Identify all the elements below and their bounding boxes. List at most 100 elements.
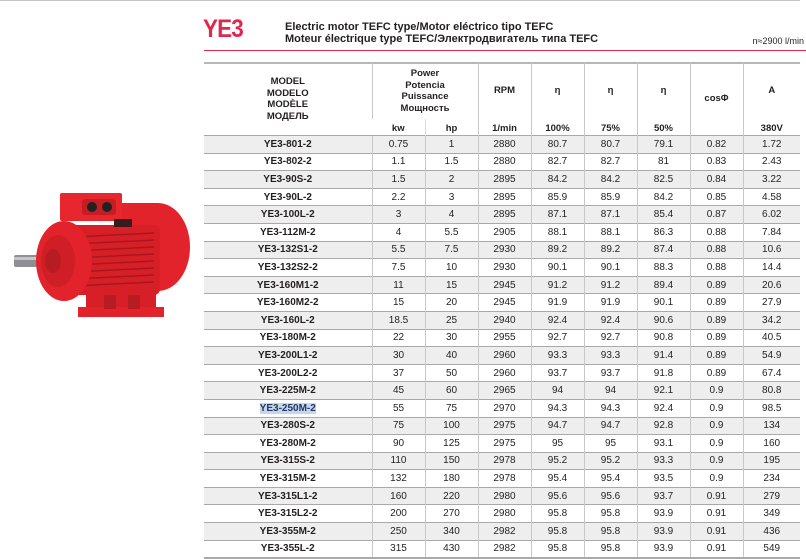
cell-eff-100: 95.6 [530,486,584,505]
top-divider [0,0,800,1]
power-label-es: Potencia [405,79,445,91]
table-body: YE3-801-2 0.75 1 2880 80.7 80.7 79.1 0.82 1.72 YE… [204,135,800,559]
unit-eff-75: 75% [583,119,637,136]
cell-cosphi: 0.9 [689,416,743,435]
cell-model: YE3-801-2 [204,135,372,154]
cell-eff-50: 91.4 [636,346,690,365]
cell-eff-50: 88.3 [636,258,690,277]
unit-eff-100: 100% [530,119,584,136]
table-row: YE3-180M-2 22 30 2955 92.7 92.7 90.8 0.89 40.5 [204,328,800,347]
table-row: YE3-280S-2 75 100 2975 94.7 94.7 92.8 0.9 134 [204,416,800,435]
unit-kw: kw [391,122,405,134]
cell-eff-50: 90.8 [636,328,690,347]
cell-eff-50: 86.3 [636,222,690,242]
cell-rpm: 2980 [477,504,531,523]
table-row: YE3-200L1-2 30 40 2960 93.3 93.3 91.4 0.89 54.9 [204,346,800,365]
cell-model: YE3-315L1-2 [204,486,372,505]
cell-eff-100: 91.2 [530,275,584,294]
table-row: YE3-160M2-2 15 20 2945 91.9 91.9 90.1 0.89 27.9 [204,293,800,312]
cell-model: YE3-160M1-2 [204,275,372,294]
cell-eff-100: 80.7 [530,135,584,154]
cell-model: YE3-112M-2 [204,222,372,242]
cell-eff-100: 90.1 [530,258,584,277]
cell-eff-100: 94.3 [530,398,584,417]
cell-eff-100: 89.2 [530,240,584,259]
cell-current: 4.58 [742,187,800,206]
cell-rpm: 2970 [477,398,531,417]
cell-cosphi: 0.9 [689,434,743,453]
cell-eff-75: 95.4 [583,469,637,488]
table-row: YE3-90S-2 1.5 2 2895 84.2 84.2 82.5 0.84 3.22 [204,170,800,189]
cell-cosphi: 0.88 [689,258,743,277]
motor-spec-table: MODEL MODELO MODÈLE МОДЕЛЬ Power Potenci… [204,63,800,559]
unit-rpm: 1/min [477,119,531,136]
cell-cosphi: 0.87 [689,205,743,224]
cell-rpm: 2965 [477,381,531,400]
cell-rpm: 2930 [477,258,531,277]
table-row: YE3-132S1-2 5.5 7.5 2930 89.2 89.2 87.4 0.88 10.… [204,240,800,259]
cell-model: YE3-225M-2 [204,381,372,400]
cell-eff-75: 91.9 [583,293,637,312]
cell-current: 234 [742,469,800,488]
cell-model: YE3-132S1-2 [204,240,372,259]
cell-kw: 15 [371,293,425,312]
cell-current: 7.84 [742,222,800,242]
cell-eff-75: 88.1 [583,222,637,242]
cell-eff-100: 95.8 [530,539,584,559]
selected-text[interactable]: YE3-250M-2 [259,402,316,414]
cell-rpm: 2930 [477,240,531,259]
cell-current: 6.02 [742,205,800,224]
cell-model: YE3-280S-2 [204,416,372,435]
cell-current: 34.2 [742,310,800,330]
cell-model: YE3-355M-2 [204,522,372,541]
cell-cosphi: 0.91 [689,486,743,505]
table-row: YE3-250M-2 55 75 2970 94.3 94.3 92.4 0.9 98.5 [204,398,800,417]
table-row: YE3-160M1-2 11 15 2945 91.2 91.2 89.4 0.89 20.6 [204,275,800,294]
cell-model: YE3-160M2-2 [204,293,372,312]
cell-model: YE3-200L2-2 [204,363,372,382]
nominal-speed: n≈2900 l/min [752,36,804,46]
cell-cosphi: 0.9 [689,469,743,488]
cell-kw: 55 [371,398,425,417]
cell-kw: 250 [371,522,425,541]
cell-rpm: 2980 [477,486,531,505]
cell-kw: 160 [371,486,425,505]
cell-hp: 50 [424,363,478,382]
cell-eff-50: 92.4 [636,398,690,417]
cell-model: YE3-90L-2 [204,187,372,206]
cell-kw: 1.5 [371,170,425,189]
cell-cosphi: 0.85 [689,187,743,206]
cell-kw: 11 [371,275,425,294]
cell-hp: 430 [424,539,478,559]
cell-eff-50: 85.4 [636,205,690,224]
column-header-power: Power Potencia Puissance Мощность [371,63,478,119]
cell-eff-100: 94 [530,381,584,400]
cell-current: 3.22 [742,170,800,189]
cell-kw: 110 [371,451,425,470]
cell-current: 98.5 [742,398,800,417]
power-label-ru: Мощность [400,102,450,114]
cell-rpm: 2940 [477,310,531,330]
cell-kw: 200 [371,504,425,523]
table-row: YE3-802-2 1.1 1.5 2880 82.7 82.7 81 0.83 2.43 [204,152,800,171]
table-row: YE3-160L-2 18.5 25 2940 92.4 92.4 90.6 0.89 34.2 [204,310,800,330]
cell-rpm: 2978 [477,469,531,488]
cell-eff-100: 91.9 [530,293,584,312]
cell-current: 27.9 [742,293,800,312]
cell-eff-75: 87.1 [583,205,637,224]
cell-eff-100: 92.4 [530,310,584,330]
cell-eff-75: 89.2 [583,240,637,259]
cell-rpm: 2975 [477,434,531,453]
cell-eff-75: 82.7 [583,152,637,171]
cell-hp: 220 [424,486,478,505]
cell-cosphi: 0.91 [689,539,743,559]
cell-current: 80.8 [742,381,800,400]
table-row: YE3-355L-2 315 430 2982 95.8 95.8 93.9 0.91 549 [204,539,800,559]
column-header-model: MODEL MODELO MODÈLE МОДЕЛЬ [204,63,372,136]
cell-eff-100: 94.7 [530,416,584,435]
cell-cosphi: 0.91 [689,522,743,541]
cell-eff-50: 93.9 [636,504,690,523]
cell-eff-75: 95 [583,434,637,453]
cell-eff-50: 92.1 [636,381,690,400]
cell-hp: 340 [424,522,478,541]
